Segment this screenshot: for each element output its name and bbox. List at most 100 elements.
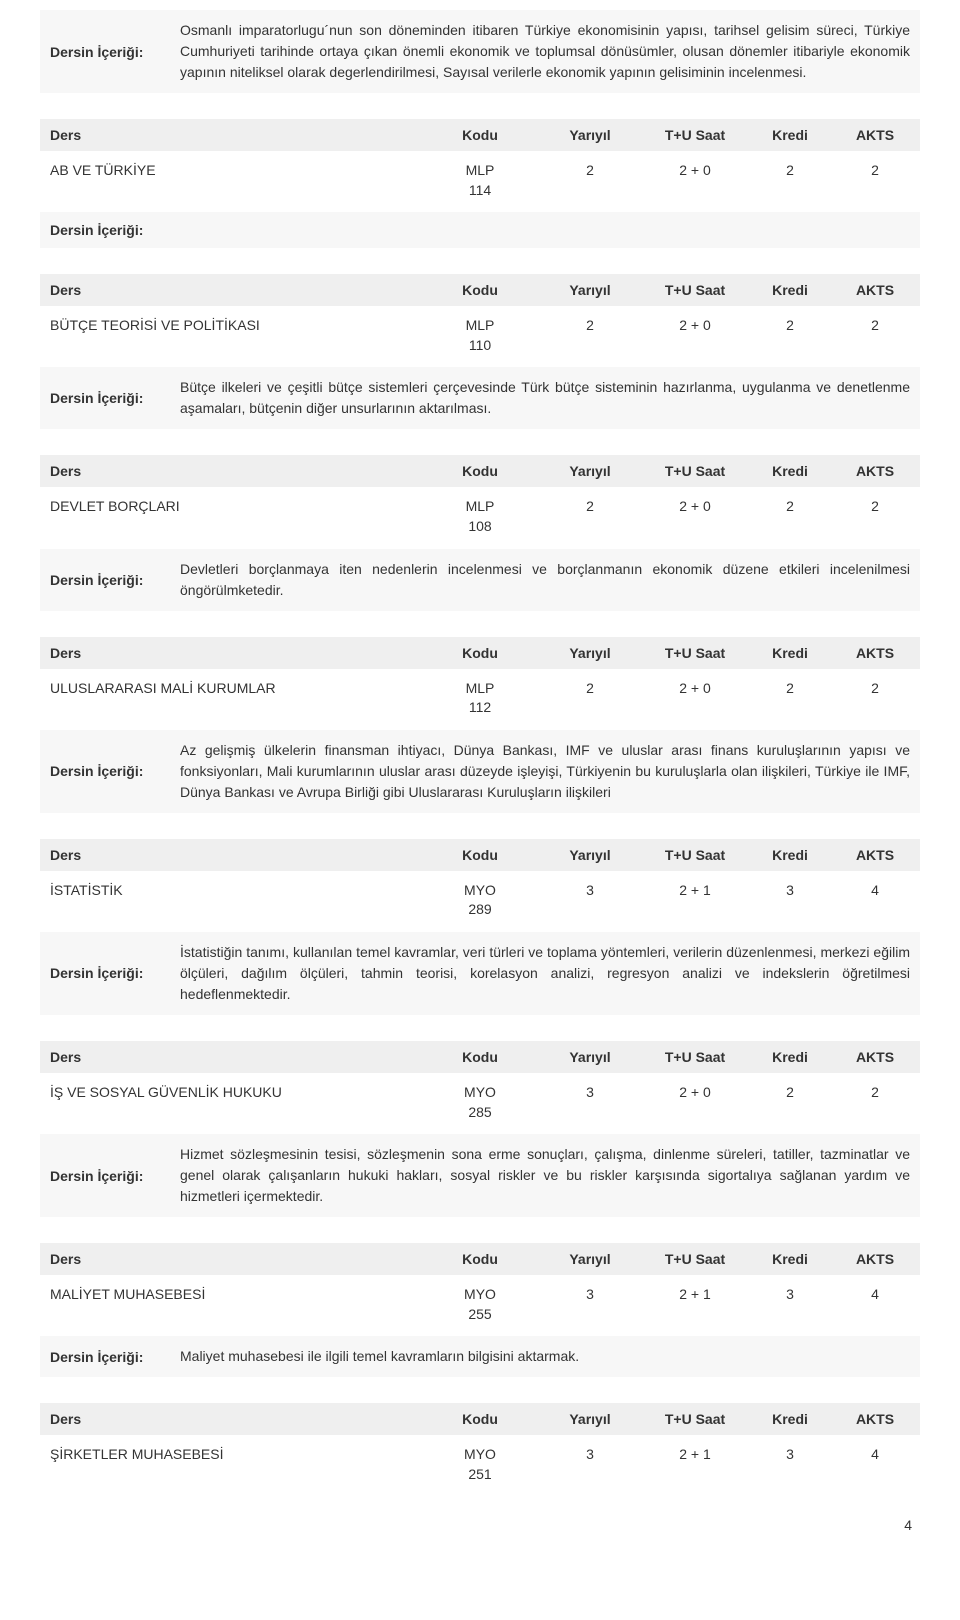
course-content-text: İstatistiğin tanımı, kullanılan temel ka…	[170, 932, 920, 1015]
header-kodu: Kodu	[420, 1403, 540, 1435]
header-kredi: Kredi	[750, 274, 830, 306]
header-tusaat: T+U Saat	[640, 455, 750, 487]
course-block: DersKoduYarıyılT+U SaatKrediAKTSBÜTÇE TE…	[40, 272, 920, 431]
course-akts: 4	[830, 1275, 920, 1334]
intro-block: Dersin İçeriği: Osmanlı imparatorlugu´nu…	[40, 10, 920, 95]
course-credit: 2	[750, 1073, 830, 1132]
header-kodu: Kodu	[420, 119, 540, 151]
header-kredi: Kredi	[750, 1243, 830, 1275]
course-block: DersKoduYarıyılT+U SaatKrediAKTSDEVLET B…	[40, 453, 920, 612]
header-tusaat: T+U Saat	[640, 637, 750, 669]
course-code: MLP112	[420, 669, 540, 728]
header-ders: Ders	[40, 119, 420, 151]
course-content-row: Dersin İçeriği:Maliyet muhasebesi ile il…	[40, 1334, 920, 1379]
course-block: DersKoduYarıyılT+U SaatKrediAKTSULUSLARA…	[40, 635, 920, 815]
course-title-row: ŞİRKETLER MUHASEBESİMYO25132 + 134	[40, 1435, 920, 1494]
course-name: İŞ VE SOSYAL GÜVENLİK HUKUKU	[40, 1073, 420, 1132]
table-header-row: DersKoduYarıyılT+U SaatKrediAKTS	[40, 635, 920, 669]
course-content-text: Bütçe ilkeleri ve çeşitli bütçe sistemle…	[170, 367, 920, 429]
table-header-row: DersKoduYarıyılT+U SaatKrediAKTS	[40, 272, 920, 306]
header-yariyil: Yarıyıl	[540, 1403, 640, 1435]
course-block: DersKoduYarıyılT+U SaatKrediAKTSAB VE TÜ…	[40, 117, 920, 250]
content-label: Dersin İçeriği:	[40, 932, 170, 1015]
header-kodu: Kodu	[420, 1041, 540, 1073]
course-content-text: Maliyet muhasebesi ile ilgili temel kavr…	[170, 1336, 920, 1377]
course-title-row: İSTATİSTİKMYO28932 + 134	[40, 871, 920, 930]
course-code: MLP110	[420, 306, 540, 365]
header-tusaat: T+U Saat	[640, 839, 750, 871]
header-kredi: Kredi	[750, 119, 830, 151]
content-label: Dersin İçeriği:	[40, 1134, 170, 1217]
course-credit: 3	[750, 1275, 830, 1334]
header-akts: AKTS	[830, 1041, 920, 1073]
course-content-row: Dersin İçeriği:	[40, 210, 920, 250]
header-tusaat: T+U Saat	[640, 274, 750, 306]
table-header-row: DersKoduYarıyılT+U SaatKrediAKTS	[40, 1401, 920, 1435]
course-semester: 3	[540, 871, 640, 930]
course-code: MYO285	[420, 1073, 540, 1132]
header-akts: AKTS	[830, 119, 920, 151]
course-name: AB VE TÜRKİYE	[40, 151, 420, 210]
content-label: Dersin İçeriği:	[40, 730, 170, 813]
header-akts: AKTS	[830, 274, 920, 306]
header-kredi: Kredi	[750, 839, 830, 871]
header-yariyil: Yarıyıl	[540, 1041, 640, 1073]
course-content-row: Dersin İçeriği:İstatistiğin tanımı, kull…	[40, 930, 920, 1017]
header-ders: Ders	[40, 839, 420, 871]
course-credit: 3	[750, 871, 830, 930]
course-credit: 2	[750, 306, 830, 365]
header-yariyil: Yarıyıl	[540, 839, 640, 871]
header-kredi: Kredi	[750, 1041, 830, 1073]
course-code: MYO255	[420, 1275, 540, 1334]
header-ders: Ders	[40, 274, 420, 306]
content-label: Dersin İçeriği:	[40, 10, 170, 93]
course-hours: 2 + 0	[640, 669, 750, 728]
header-kodu: Kodu	[420, 637, 540, 669]
header-tusaat: T+U Saat	[640, 1041, 750, 1073]
course-block: DersKoduYarıyılT+U SaatKrediAKTSŞİRKETLE…	[40, 1401, 920, 1494]
course-credit: 2	[750, 487, 830, 546]
header-akts: AKTS	[830, 637, 920, 669]
course-name: İSTATİSTİK	[40, 871, 420, 930]
course-semester: 3	[540, 1073, 640, 1132]
course-title-row: MALİYET MUHASEBESİMYO25532 + 134	[40, 1275, 920, 1334]
content-label: Dersin İçeriği:	[40, 367, 170, 429]
header-kredi: Kredi	[750, 637, 830, 669]
header-kodu: Kodu	[420, 1243, 540, 1275]
header-yariyil: Yarıyıl	[540, 119, 640, 151]
header-kredi: Kredi	[750, 455, 830, 487]
course-akts: 4	[830, 1435, 920, 1494]
course-code: MYO289	[420, 871, 540, 930]
header-ders: Ders	[40, 1243, 420, 1275]
header-tusaat: T+U Saat	[640, 1243, 750, 1275]
header-ders: Ders	[40, 455, 420, 487]
course-hours: 2 + 0	[640, 151, 750, 210]
header-akts: AKTS	[830, 1243, 920, 1275]
content-label: Dersin İçeriği:	[40, 549, 170, 611]
header-tusaat: T+U Saat	[640, 1403, 750, 1435]
course-hours: 2 + 1	[640, 871, 750, 930]
intro-content-row: Dersin İçeriği: Osmanlı imparatorlugu´nu…	[40, 10, 920, 95]
course-content-text	[170, 212, 920, 248]
header-tusaat: T+U Saat	[640, 119, 750, 151]
course-akts: 2	[830, 306, 920, 365]
header-yariyil: Yarıyıl	[540, 1243, 640, 1275]
header-yariyil: Yarıyıl	[540, 637, 640, 669]
courses-container: DersKoduYarıyılT+U SaatKrediAKTSAB VE TÜ…	[40, 117, 920, 1495]
course-block: DersKoduYarıyılT+U SaatKrediAKTSMALİYET …	[40, 1241, 920, 1379]
course-content-text: Hizmet sözleşmesinin tesisi, sözleşmenin…	[170, 1134, 920, 1217]
course-content-row: Dersin İçeriği:Devletleri borçlanmaya it…	[40, 547, 920, 613]
course-code: MLP114	[420, 151, 540, 210]
course-name: ŞİRKETLER MUHASEBESİ	[40, 1435, 420, 1494]
header-ders: Ders	[40, 1041, 420, 1073]
course-semester: 2	[540, 487, 640, 546]
course-name: BÜTÇE TEORİSİ VE POLİTİKASI	[40, 306, 420, 365]
course-hours: 2 + 0	[640, 1073, 750, 1132]
header-kredi: Kredi	[750, 1403, 830, 1435]
page-container: Dersin İçeriği: Osmanlı imparatorlugu´nu…	[0, 0, 960, 1553]
course-credit: 2	[750, 669, 830, 728]
course-code: MLP108	[420, 487, 540, 546]
table-header-row: DersKoduYarıyılT+U SaatKrediAKTS	[40, 117, 920, 151]
course-content-row: Dersin İçeriği:Az gelişmiş ülkelerin fin…	[40, 728, 920, 815]
course-akts: 2	[830, 669, 920, 728]
